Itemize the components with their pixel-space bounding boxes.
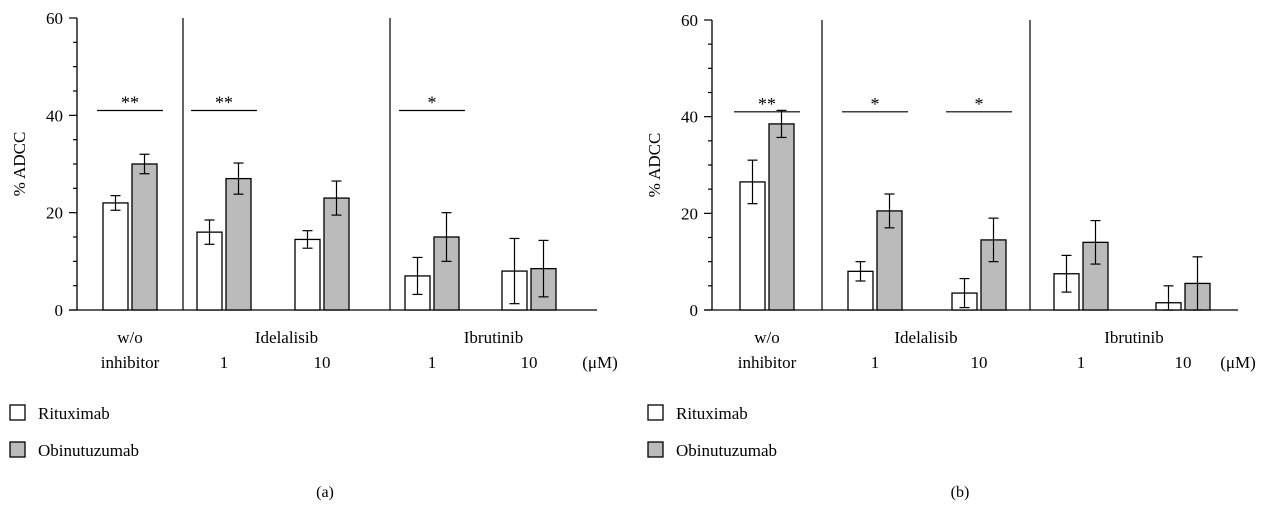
y-axis-label: % ADCC <box>645 133 664 198</box>
obinutuzumab-bar <box>323 197 350 311</box>
y-tick-label: 40 <box>681 108 698 127</box>
group-label-line2: inhibitor <box>101 353 160 372</box>
chart-panel-a: 0 20 40 60 % ADCC ** w/o inhibitor ** 1 10 Idelalis… <box>9 9 618 501</box>
y-axis-label: % ADCC <box>10 132 29 197</box>
y-tick-label: 20 <box>46 204 63 223</box>
significance-marker: ** <box>215 92 233 112</box>
significance-marker: * <box>975 94 984 114</box>
y-tick-label: 0 <box>690 301 699 320</box>
panel-label: (a) <box>316 484 334 501</box>
group-label: w/o <box>117 328 143 347</box>
significance-marker: ** <box>758 94 776 114</box>
rituximab-bar <box>102 202 129 311</box>
obinutuzumab-bar <box>980 239 1007 311</box>
concentration-label: 1 <box>220 353 229 372</box>
unit-label: (μM) <box>1220 353 1256 372</box>
group-label: w/o <box>754 328 780 347</box>
concentration-label: 1 <box>871 353 880 372</box>
significance-marker: * <box>428 92 437 112</box>
legend-label: Obinutuzumab <box>38 441 139 460</box>
rituximab-bar <box>196 231 223 311</box>
concentration-label: 1 <box>1077 353 1086 372</box>
legend-label: Rituximab <box>676 404 748 423</box>
y-tick-label: 60 <box>46 9 63 28</box>
unit-label: (μM) <box>582 353 618 372</box>
concentration-label: 10 <box>971 353 988 372</box>
obinutuzumab-bar <box>1082 241 1109 311</box>
y-tick-label: 60 <box>681 11 698 30</box>
rituximab-bar <box>294 238 321 311</box>
legend-label: Obinutuzumab <box>676 441 777 460</box>
obinutuzumab-bar <box>225 177 252 311</box>
legend-label: Rituximab <box>38 404 110 423</box>
group-label: Ibrutinib <box>464 328 524 347</box>
group-label: Ibrutinib <box>1104 328 1164 347</box>
significance-marker: ** <box>121 92 139 112</box>
obinutuzumab-bar <box>131 163 158 311</box>
legend-swatch-rituximab <box>647 404 664 421</box>
y-tick-label: 40 <box>46 106 63 125</box>
chart-panel-b: 0 20 40 60 % ADCC ** w/o inhibitor * 1 * 10 Idelalis… <box>645 11 1256 501</box>
rituximab-bar <box>1053 273 1080 311</box>
group-label-line2: inhibitor <box>738 353 797 372</box>
concentration-label: 10 <box>314 353 331 372</box>
concentration-label: 10 <box>521 353 538 372</box>
y-tick-label: 20 <box>681 204 698 223</box>
legend-swatch-rituximab <box>9 404 26 421</box>
panel-label: (b) <box>951 484 970 501</box>
y-tick-label: 0 <box>55 301 64 320</box>
significance-marker: * <box>871 94 880 114</box>
group-label: Idelalisib <box>255 328 318 347</box>
concentration-label: 10 <box>1175 353 1192 372</box>
group-label: Idelalisib <box>894 328 957 347</box>
legend-swatch-obinutuzumab <box>9 441 26 458</box>
concentration-label: 1 <box>428 353 437 372</box>
obinutuzumab-bar <box>768 123 795 311</box>
legend-swatch-obinutuzumab <box>647 441 664 458</box>
